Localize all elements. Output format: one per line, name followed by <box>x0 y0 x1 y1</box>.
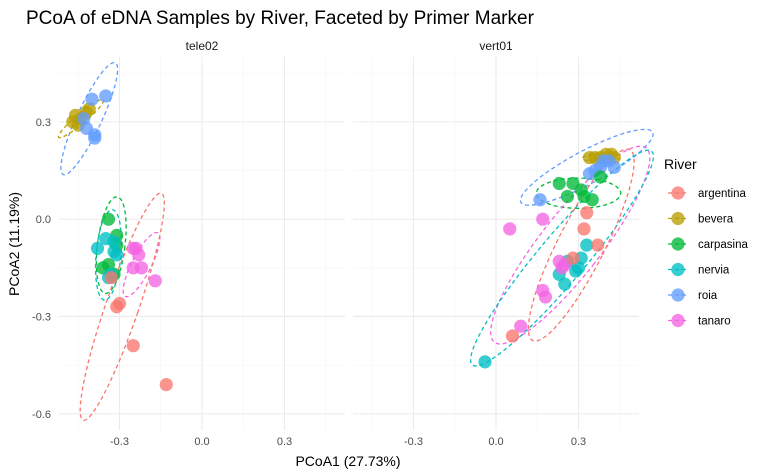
point-argentina <box>104 270 118 285</box>
point-nervia <box>478 355 492 369</box>
point-roia <box>607 160 621 174</box>
x-tick-label: -0.3 <box>110 436 129 448</box>
y-axis-ticks: 0.3 0.0 -0.3 -0.6 <box>32 117 51 421</box>
point-nervia <box>90 241 105 255</box>
x-tick-label: 0.3 <box>571 436 586 448</box>
point-tanaro <box>503 222 517 236</box>
legend-key-point <box>671 288 685 302</box>
facet-strip-label-tele02: tele02 <box>186 39 219 53</box>
point-roia <box>99 89 113 103</box>
x-tick-label: 0.0 <box>194 436 209 448</box>
data-points <box>478 147 621 369</box>
legend-key-point <box>671 262 685 277</box>
ellipse-carpasina <box>535 177 622 210</box>
point-nervia <box>110 248 124 262</box>
y-tick-label: 0.3 <box>36 117 51 129</box>
facet-panel-tele02: tele02 <box>57 39 345 430</box>
x-tick-label: -0.3 <box>404 436 423 448</box>
point-carpasina <box>552 176 566 191</box>
legend: River argentina bevera carpasina nervia roia… <box>664 156 748 328</box>
point-nervia <box>107 235 121 249</box>
x-axis-title: PCoA1 (27.73%) <box>295 453 400 469</box>
y-axis-title: PCoA2 (11.19%) <box>6 192 22 296</box>
legend-key-point <box>671 237 685 251</box>
legend-entry-bevera: bevera <box>668 211 734 226</box>
point-argentina <box>577 222 591 236</box>
ellipse-tanaro <box>122 231 161 298</box>
point-argentina <box>112 296 127 311</box>
x-tick-label: 0.0 <box>488 436 503 448</box>
point-argentina <box>566 251 580 265</box>
point-tanaro <box>538 290 553 304</box>
point-carpasina <box>101 212 116 226</box>
legend-key-point <box>671 211 685 226</box>
legend-label: argentina <box>698 188 747 200</box>
y-tick-label: -0.6 <box>32 409 51 421</box>
point-argentina <box>580 206 594 220</box>
point-tanaro <box>129 241 143 255</box>
point-carpasina <box>585 193 599 207</box>
legend-label: carpasina <box>698 239 748 251</box>
data-points <box>66 89 173 392</box>
legend-title: River <box>664 156 697 172</box>
chart-title: PCoA of eDNA Samples by River, Faceted b… <box>26 8 535 29</box>
legend-entry-argentina: argentina <box>668 186 747 200</box>
point-roia <box>85 92 99 106</box>
panel-grid <box>59 57 345 430</box>
legend-label: bevera <box>698 214 734 226</box>
point-nervia <box>558 277 572 291</box>
point-argentina <box>505 329 520 343</box>
panel-grid <box>353 57 639 430</box>
point-nervia <box>580 238 594 252</box>
point-tanaro <box>514 319 528 333</box>
facet-panel-vert01: vert01 <box>353 39 655 430</box>
legend-entry-roia: roia <box>668 288 718 302</box>
point-argentina <box>159 377 173 392</box>
y-tick-label: 0.0 <box>36 214 51 226</box>
legend-label: nervia <box>698 265 730 277</box>
point-argentina <box>126 339 140 353</box>
ellipse-roia <box>519 128 654 206</box>
ellipse-argentina <box>79 192 165 421</box>
legend-key-point <box>671 313 685 328</box>
ellipse-tanaro <box>490 145 651 345</box>
point-tanaro <box>134 261 149 275</box>
x-tick-label: 0.3 <box>277 436 292 448</box>
legend-entry-tanaro: tanaro <box>668 313 731 328</box>
facet-strip-label-vert01: vert01 <box>479 39 513 53</box>
point-argentina <box>591 238 605 252</box>
y-tick-label: -0.3 <box>32 311 51 323</box>
point-carpasina <box>593 170 608 184</box>
legend-label: tanaro <box>698 316 731 328</box>
legend-entry-carpasina: carpasina <box>668 237 748 251</box>
point-tanaro <box>536 212 550 226</box>
point-roia <box>88 131 102 145</box>
point-carpasina <box>560 189 575 204</box>
x-axis-ticks: -0.3 0.0 0.3 -0.3 0.0 0.3 <box>110 436 586 448</box>
legend-label: roia <box>698 290 718 302</box>
point-roia <box>533 193 547 207</box>
point-tanaro <box>148 274 162 288</box>
legend-entry-nervia: nervia <box>668 262 730 277</box>
legend-key-point <box>671 186 685 200</box>
